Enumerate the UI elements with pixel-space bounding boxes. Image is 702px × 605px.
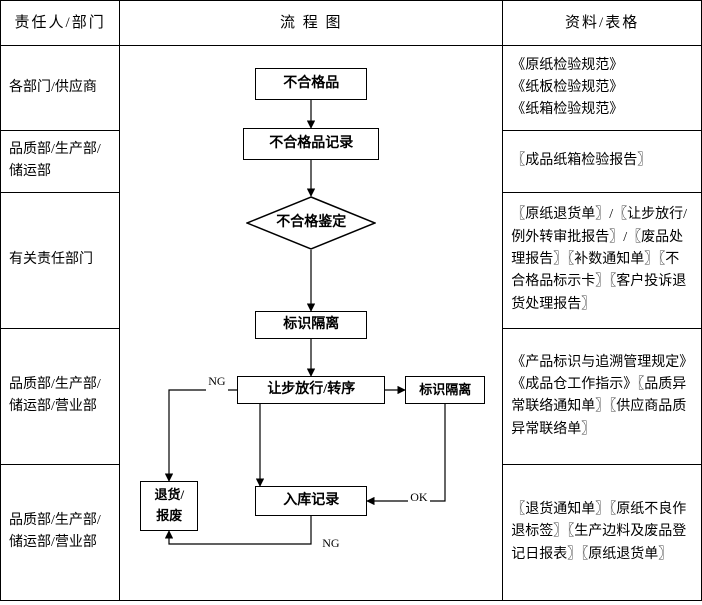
cell-responsible: 有关责任部门 [1, 192, 120, 328]
table-header-row: 责任人/部门 流 程 图 资料/表格 [1, 1, 702, 46]
flow-edge-label: OK [408, 488, 429, 507]
header-col-flowchart: 流 程 图 [120, 1, 503, 46]
flow-node-rect: 让步放行/转序 [237, 376, 385, 404]
flow-arrow [169, 390, 237, 481]
cell-responsible: 品质部/生产部/储运部/营业部 [1, 328, 120, 464]
flow-node-rect: 标识隔离 [405, 376, 485, 404]
cell-responsible: 品质部/生产部/储运部 [1, 131, 120, 192]
cell-docs: 《原纸检验规范》 《纸板检验规范》 《纸箱检验规范》 [503, 46, 702, 131]
flowchart-cell: NGNGOK不合格品不合格品记录不合格鉴定标识隔离让步放行/转序标识隔离退货/ … [120, 46, 503, 601]
cell-docs: 〖成品纸箱检验报告〗 [503, 131, 702, 192]
flow-edge-label: NG [320, 534, 341, 553]
cell-docs: 〖退货通知单〗〖原纸不良作退标签〗〖生产边料及废品登记日报表〗〖原纸退货单〗 [503, 464, 702, 600]
table-row: 各部门/供应商 NGNGOK不合格品不合格品记录不合格鉴定标识隔离让步放行/转序… [1, 46, 702, 131]
header-col-responsible: 责任人/部门 [1, 1, 120, 46]
flow-node-rect: 退货/ 报废 [140, 481, 198, 531]
flowchart-canvas: NGNGOK不合格品不合格品记录不合格鉴定标识隔离让步放行/转序标识隔离退货/ … [120, 46, 502, 600]
flow-edge-label: NG [206, 372, 227, 391]
flow-node-label: 不合格鉴定 [246, 196, 376, 250]
cell-responsible: 品质部/生产部/储运部/营业部 [1, 464, 120, 600]
flow-node-rect: 标识隔离 [255, 311, 367, 339]
flow-arrow [367, 404, 445, 501]
flow-node-diamond: 不合格鉴定 [246, 196, 376, 250]
process-table: 责任人/部门 流 程 图 资料/表格 各部门/供应商 NGNGOK不合格品不合格… [0, 0, 702, 601]
flow-node-rect: 不合格品记录 [243, 128, 379, 160]
flow-node-rect: 入库记录 [255, 486, 367, 516]
cell-responsible: 各部门/供应商 [1, 46, 120, 131]
cell-docs: 《产品标识与追溯管理规定》《成品仓工作指示》〖品质异常联络通知单〗〖供应商品质异… [503, 328, 702, 464]
cell-docs: 〖原纸退货单〗/〖让步放行/例外转审批报告〗/〖废品处理报告〗〖补数通知单〗〖不… [503, 192, 702, 328]
flow-node-rect: 不合格品 [255, 68, 367, 100]
header-col-docs: 资料/表格 [503, 1, 702, 46]
